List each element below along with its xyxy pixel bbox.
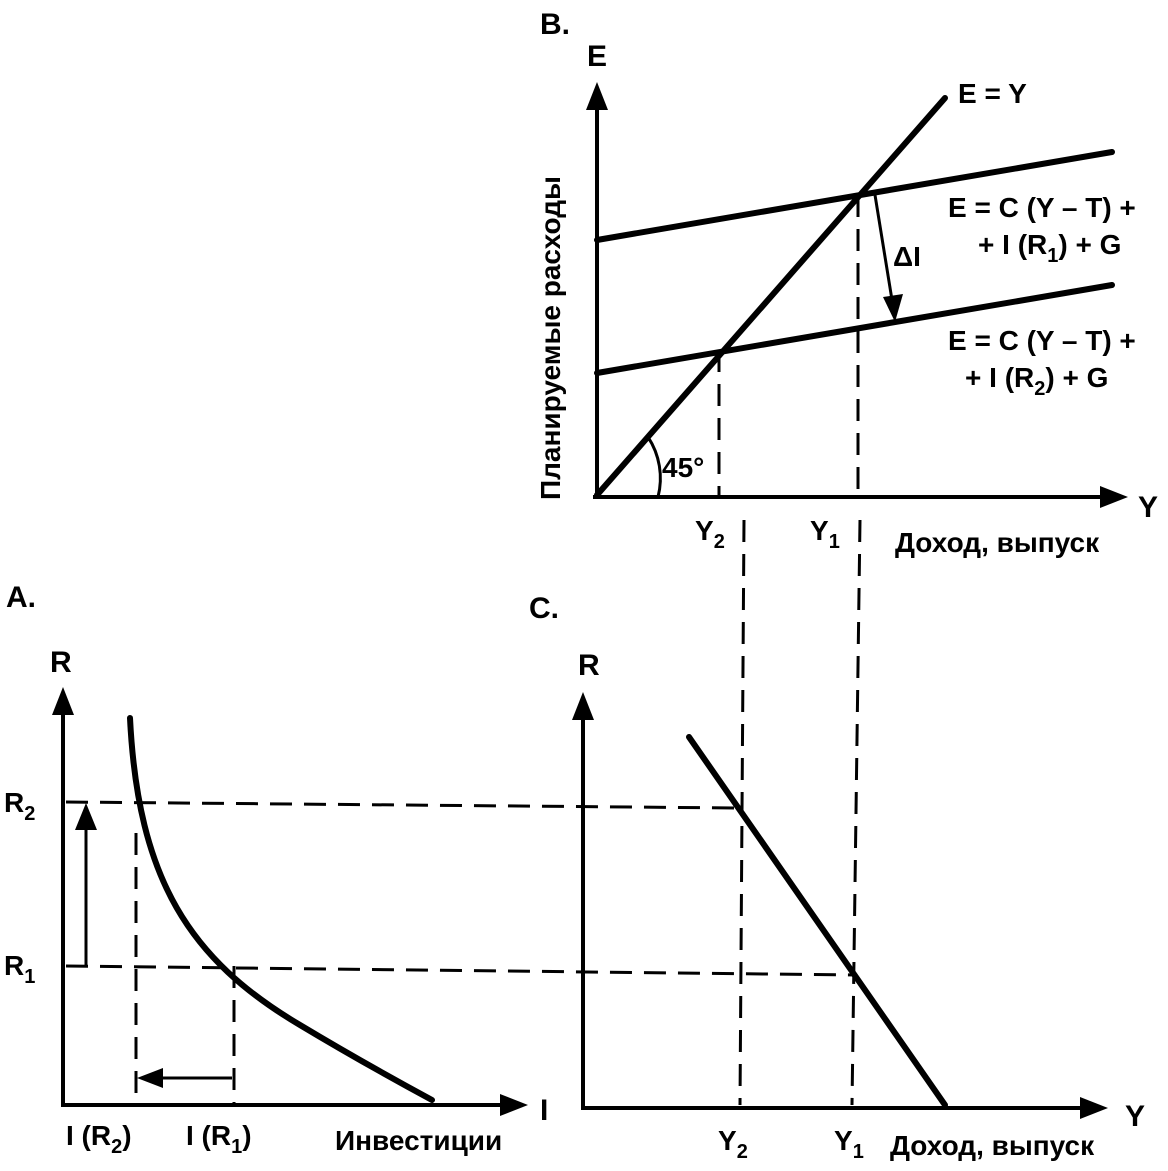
guide-r2-horizontal <box>65 800 741 810</box>
panel-b-lower-line-label-2: + I (R2) + G <box>965 362 1108 400</box>
panel-b-upper-line-label-1: E = C (Y – T) + <box>948 192 1136 223</box>
panel-a-y-axis-symbol: R <box>50 646 72 679</box>
guide-y1-vertical-lower <box>850 519 862 1106</box>
panel-a: A. R I Инвестиции R2 R1 I (R2) I (R1) <box>4 581 548 1158</box>
panel-b: B. E Y Доход, выпуск Планируемые расходы… <box>535 8 1158 558</box>
panel-b-label: B. <box>540 8 570 41</box>
panel-a-tick-ir1: I (R1) <box>186 1120 252 1158</box>
panel-c-x-axis-arrowhead <box>1080 1097 1108 1119</box>
panel-b-45-degree-line <box>594 95 948 498</box>
panel-c: C. R Y Доход, выпуск Y2 Y1 <box>529 592 1145 1163</box>
panel-b-tick-y1: Y1 <box>810 515 840 553</box>
panel-c-y-axis-arrowhead <box>572 692 594 720</box>
panel-c-tick-y2: Y2 <box>718 1125 748 1163</box>
panel-c-x-axis-symbol: Y <box>1125 1100 1145 1133</box>
panel-a-tick-ir2: I (R2) <box>66 1120 132 1158</box>
guide-r1-horizontal <box>65 964 856 977</box>
panel-b-angle-arc <box>646 436 662 498</box>
panel-a-y-axis-arrowhead <box>52 687 74 715</box>
panel-c-x-axis-title: Доход, выпуск <box>890 1130 1095 1161</box>
panel-b-shift-label: ΔI <box>893 241 921 272</box>
panel-b-tick-y2: Y2 <box>695 515 725 553</box>
panel-b-shift-arrow <box>873 194 894 301</box>
panel-a-x-axis-title: Инвестиции <box>335 1125 502 1156</box>
panel-a-x-axis-symbol: I <box>540 1094 548 1127</box>
panel-a-x-axis-arrowhead <box>500 1094 528 1116</box>
panel-b-y-axis-arrowhead <box>586 82 608 110</box>
panel-b-upper-line-label-2: + I (R1) + G <box>978 229 1121 267</box>
guide-y2-vertical-lower <box>738 519 746 1106</box>
panel-b-y-axis-symbol: E <box>587 40 607 73</box>
panel-b-shift-arrowhead <box>883 294 903 322</box>
panel-b-x-axis-arrowhead <box>1100 486 1128 508</box>
panel-c-label: C. <box>529 592 559 625</box>
panel-b-45-line-label: E = Y <box>958 78 1027 109</box>
panel-c-tick-y1: Y1 <box>834 1125 864 1163</box>
panel-c-y-axis-symbol: R <box>578 649 600 682</box>
panel-b-x-axis-title: Доход, выпуск <box>895 527 1100 558</box>
panel-b-expenditure-line-r2 <box>594 282 1115 376</box>
connecting-guides <box>65 195 862 1106</box>
panel-b-y-axis-title: Планируемые расходы <box>535 176 566 500</box>
panel-c-is-curve <box>686 734 948 1108</box>
panel-a-label: A. <box>6 581 36 614</box>
panel-a-rate-rise-arrowhead <box>75 803 97 830</box>
panel-a-tick-r2: R2 <box>4 787 35 825</box>
panel-b-x-axis-symbol: Y <box>1138 491 1158 524</box>
panel-a-tick-r1: R1 <box>4 950 35 988</box>
panel-b-expenditure-line-r1 <box>594 149 1115 243</box>
panel-a-investment-decrease-arrowhead <box>137 1068 163 1088</box>
panel-b-angle-label: 45° <box>662 452 704 483</box>
panel-a-investment-curve <box>127 715 435 1103</box>
panel-b-lower-line-label-1: E = C (Y – T) + <box>948 325 1136 356</box>
